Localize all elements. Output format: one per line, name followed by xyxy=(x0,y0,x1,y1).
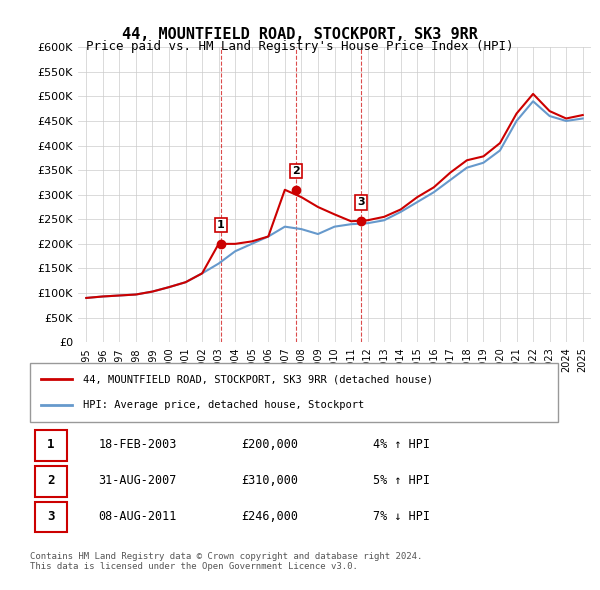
Text: 2: 2 xyxy=(47,474,55,487)
Text: 1: 1 xyxy=(47,438,55,451)
Text: 3: 3 xyxy=(357,198,364,207)
Text: Price paid vs. HM Land Registry's House Price Index (HPI): Price paid vs. HM Land Registry's House … xyxy=(86,40,514,53)
Text: 08-AUG-2011: 08-AUG-2011 xyxy=(98,510,177,523)
Text: 44, MOUNTFIELD ROAD, STOCKPORT, SK3 9RR: 44, MOUNTFIELD ROAD, STOCKPORT, SK3 9RR xyxy=(122,27,478,41)
Text: 1: 1 xyxy=(217,220,224,230)
Text: £310,000: £310,000 xyxy=(241,474,298,487)
Text: 18-FEB-2003: 18-FEB-2003 xyxy=(98,438,177,451)
Text: 2: 2 xyxy=(292,166,300,176)
Text: 4% ↑ HPI: 4% ↑ HPI xyxy=(373,438,430,451)
Text: £246,000: £246,000 xyxy=(241,510,298,523)
FancyBboxPatch shape xyxy=(35,466,67,497)
Text: 31-AUG-2007: 31-AUG-2007 xyxy=(98,474,177,487)
FancyBboxPatch shape xyxy=(30,363,558,422)
Text: £200,000: £200,000 xyxy=(241,438,298,451)
Text: 7% ↓ HPI: 7% ↓ HPI xyxy=(373,510,430,523)
FancyBboxPatch shape xyxy=(35,431,67,461)
Text: HPI: Average price, detached house, Stockport: HPI: Average price, detached house, Stoc… xyxy=(83,401,364,410)
Text: 5% ↑ HPI: 5% ↑ HPI xyxy=(373,474,430,487)
FancyBboxPatch shape xyxy=(35,502,67,532)
Text: 44, MOUNTFIELD ROAD, STOCKPORT, SK3 9RR (detached house): 44, MOUNTFIELD ROAD, STOCKPORT, SK3 9RR … xyxy=(83,375,433,384)
Text: 3: 3 xyxy=(47,510,55,523)
Text: Contains HM Land Registry data © Crown copyright and database right 2024.
This d: Contains HM Land Registry data © Crown c… xyxy=(30,552,422,571)
